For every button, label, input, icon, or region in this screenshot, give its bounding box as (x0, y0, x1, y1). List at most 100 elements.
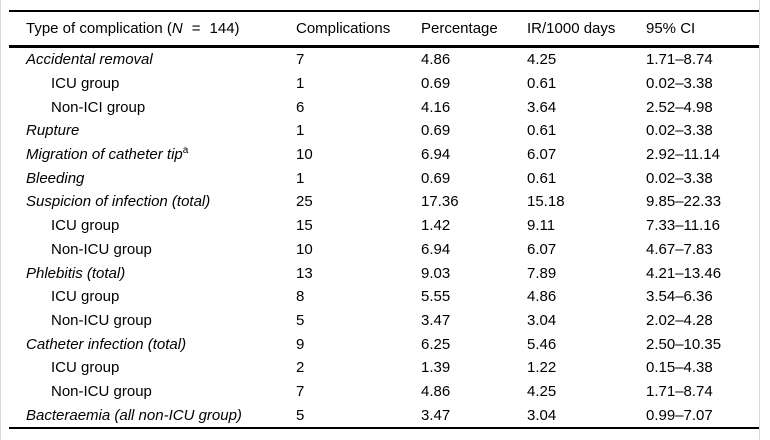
table-row: Rupture 1 0.69 0.61 0.02–3.38 (9, 119, 760, 143)
complication-label: Suspicion of infection (total) (26, 193, 211, 211)
ci-cell: 2.52–4.98 (646, 95, 760, 119)
ir-cell: 5.46 (527, 332, 646, 356)
ir-value: 4.86 (527, 288, 557, 306)
complication-type-cell: ICU group (9, 356, 296, 380)
ci-value: 0.02–3.38 (646, 122, 713, 140)
ir-value: 4.25 (527, 382, 557, 400)
percentage-cell: 6.94 (421, 143, 527, 167)
ci-cell: 0.99–7.07 (646, 403, 760, 428)
complication-label: Non-ICU group (51, 382, 152, 400)
ci-cell: 0.02–3.38 (646, 166, 760, 190)
complications-table: Type of complication (N = 144) Complicatio… (9, 10, 760, 429)
ci-cell: 0.15–4.38 (646, 356, 760, 380)
superscript-marker: a (182, 145, 189, 157)
complications-value: 15 (296, 217, 313, 235)
ci-cell: 1.71–8.74 (646, 380, 760, 404)
ir-cell: 4.25 (527, 380, 646, 404)
percentage-cell: 6.25 (421, 332, 527, 356)
header-equals-sign: = (191, 20, 201, 37)
ir-cell: 9.11 (527, 214, 646, 238)
ci-value: 2.52–4.98 (646, 98, 713, 116)
ir-cell: 6.07 (527, 238, 646, 262)
ir-cell: 4.86 (527, 285, 646, 309)
percentage-cell: 0.69 (421, 72, 527, 96)
complications-cell: 7 (296, 380, 421, 404)
ir-cell: 1.22 (527, 356, 646, 380)
complications-value: 1 (296, 169, 305, 187)
complication-type-cell: Non-ICI group (9, 95, 296, 119)
percentage-cell: 5.55 (421, 285, 527, 309)
complication-type-cell: Non-ICU group (9, 238, 296, 262)
complications-cell: 9 (296, 332, 421, 356)
table-row: Bacteraemia (all non-ICU group) 5 3.47 3… (9, 403, 760, 428)
ir-value: 4.25 (527, 51, 557, 69)
complication-type-cell: ICU group (9, 72, 296, 96)
complications-value: 13 (296, 264, 313, 282)
ci-cell: 2.02–4.28 (646, 309, 760, 333)
ir-value: 0.61 (527, 169, 557, 187)
header-col1-suffix: 144) (209, 20, 240, 37)
ir-cell: 3.04 (527, 403, 646, 428)
ir-value: 15.18 (527, 193, 565, 211)
ci-cell: 3.54–6.36 (646, 285, 760, 309)
ci-cell: 7.33–11.16 (646, 214, 760, 238)
complication-type-cell: Migration of catheter tipa (9, 143, 296, 167)
ci-cell: 2.50–10.35 (646, 332, 760, 356)
ir-value: 0.61 (527, 122, 557, 140)
complications-value: 10 (296, 146, 313, 164)
header-row: Type of complication (N = 144) Complicatio… (9, 11, 760, 48)
complications-cell: 6 (296, 95, 421, 119)
ir-cell: 3.64 (527, 95, 646, 119)
complications-cell: 13 (296, 261, 421, 285)
percentage-value: 17.36 (421, 193, 459, 211)
complications-value: 1 (296, 122, 305, 140)
table-row: ICU group 1 0.69 0.61 0.02–3.38 (9, 72, 760, 96)
ir-cell: 0.61 (527, 166, 646, 190)
table-row: Non-ICU group 10 6.94 6.07 4.67–7.83 (9, 238, 760, 262)
ci-value: 9.85–22.33 (646, 193, 722, 211)
ci-cell: 2.92–11.14 (646, 143, 760, 167)
ci-value: 7.33–11.16 (646, 217, 720, 235)
complication-label: Accidental removal (26, 51, 153, 69)
complications-value: 2 (296, 359, 305, 377)
percentage-cell: 4.16 (421, 95, 527, 119)
table-row: Migration of catheter tipa 10 6.94 6.07 … (9, 143, 760, 167)
complications-value: 1 (296, 75, 305, 93)
header-95-ci: 95% CI (646, 11, 760, 48)
ci-cell: 4.21–13.46 (646, 261, 760, 285)
header-col1-prefix: Type of complication ( (26, 20, 172, 37)
complication-label: Rupture (26, 122, 80, 140)
complications-cell: 10 (296, 143, 421, 167)
complication-label: Non-ICU group (51, 240, 152, 258)
percentage-value: 3.47 (421, 311, 451, 329)
percentage-cell: 1.39 (421, 356, 527, 380)
percentage-cell: 17.36 (421, 190, 527, 214)
table-body: Accidental removal 7 4.86 4.25 1.71–8.74… (9, 47, 760, 429)
complication-type-cell: Bleeding (9, 166, 296, 190)
complications-value: 6 (296, 98, 305, 116)
complication-type-cell: Rupture (9, 119, 296, 143)
ci-value: 1.71–8.74 (646, 382, 713, 400)
complication-label: Migration of catheter tip (26, 146, 183, 164)
table-row: Non-ICU group 7 4.86 4.25 1.71–8.74 (9, 380, 760, 404)
complications-cell: 5 (296, 403, 421, 428)
table-row: Phlebitis (total) 13 9.03 7.89 4.21–13.4… (9, 261, 760, 285)
percentage-value: 0.69 (421, 122, 451, 140)
percentage-value: 1.39 (421, 359, 451, 377)
complication-label: Non-ICI group (51, 98, 146, 116)
percentage-cell: 3.47 (421, 309, 527, 333)
ci-cell: 0.02–3.38 (646, 72, 760, 96)
percentage-cell: 1.42 (421, 214, 527, 238)
complications-value: 7 (296, 382, 305, 400)
percentage-value: 5.55 (421, 288, 451, 306)
percentage-value: 6.25 (421, 335, 451, 353)
complication-label: Phlebitis (total) (26, 264, 126, 282)
ir-value: 3.04 (527, 406, 557, 424)
table-row: Suspicion of infection (total) 25 17.36 … (9, 190, 760, 214)
header-n-symbol: N (171, 20, 183, 37)
percentage-value: 3.47 (421, 406, 451, 424)
percentage-value: 9.03 (421, 264, 451, 282)
complications-value: 7 (296, 51, 305, 69)
ci-value: 4.67–7.83 (646, 240, 713, 258)
